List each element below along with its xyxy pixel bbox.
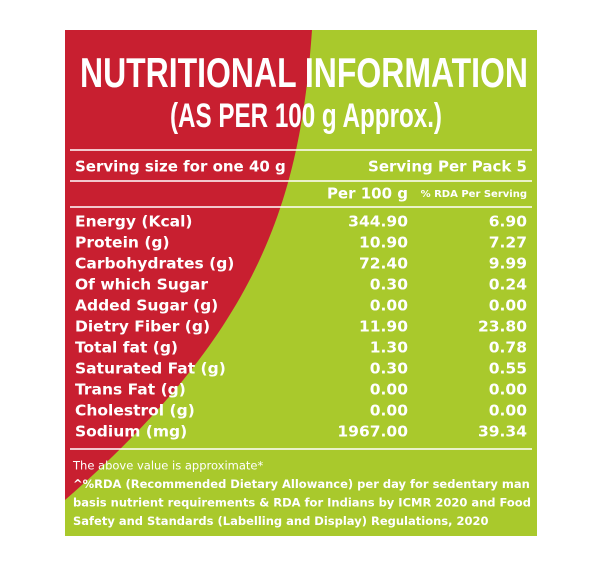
per-100g-value: 1.30 [370, 339, 408, 357]
nutrient-name: Dietry Fiber (g) [75, 318, 210, 336]
rda-value: 7.27 [489, 234, 527, 252]
footnotes: The above value is approximate* ^%RDA (Re… [72, 459, 531, 529]
per-100g-value: 11.90 [359, 318, 408, 336]
column-header: % RDA Per Serving [421, 189, 527, 200]
footnote: basis nutrient requirements & RDA for In… [73, 496, 531, 510]
nutrient-name: Energy (Kcal) [75, 213, 193, 231]
nutrient-name: Protein (g) [75, 234, 170, 252]
nutrient-name: Cholestrol (g) [75, 402, 195, 420]
red-panel [65, 30, 312, 500]
rda-value: 0.24 [489, 276, 527, 294]
footnote: Safety and Standards (Labelling and Disp… [73, 514, 489, 528]
nutrient-name: Sodium (mg) [75, 423, 187, 441]
footnote: The above value is approximate* [72, 459, 264, 473]
nutrient-name: Total fat (g) [75, 339, 178, 357]
serving-size: Serving size for one 40 g [75, 158, 286, 176]
rda-value: 0.00 [489, 402, 527, 420]
column-header: Per 100 g [327, 185, 408, 203]
rda-value: 0.78 [489, 339, 527, 357]
table-body: Energy (Kcal) 344.90 6.90 Protein (g) 10.90 7… [75, 213, 527, 441]
rda-value: 0.00 [489, 381, 527, 399]
subtitle: (AS PER 100 g Approx.) [170, 97, 442, 135]
nutrient-name: Of which Sugar [75, 276, 208, 294]
nutrient-name: Trans Fat (g) [75, 381, 186, 399]
per-100g-value: 0.00 [370, 381, 408, 399]
per-100g-value: 0.30 [370, 360, 408, 378]
serving-per-pack: Serving Per Pack 5 [368, 158, 527, 176]
rda-value: 6.90 [489, 213, 527, 231]
per-100g-value: 0.00 [370, 402, 408, 420]
rda-value: 0.00 [489, 297, 527, 315]
per-100g-value: 344.90 [348, 213, 408, 231]
per-100g-value: 1967.00 [337, 423, 408, 441]
nutrient-name: Added Sugar (g) [75, 297, 218, 315]
nutrient-name: Saturated Fat (g) [75, 360, 226, 378]
per-100g-value: 0.00 [370, 297, 408, 315]
rda-value: 0.55 [489, 360, 527, 378]
per-100g-value: 72.40 [359, 255, 408, 273]
title: NUTRITIONAL INFORMATION [80, 49, 528, 96]
rda-value: 23.80 [478, 318, 527, 336]
per-100g-value: 10.90 [359, 234, 408, 252]
footnote: ^%RDA (Recommended Dietary Allowance) pe… [73, 477, 530, 491]
rda-value: 39.34 [478, 423, 527, 441]
rda-value: 9.99 [489, 255, 527, 273]
nutrient-name: Carbohydrates (g) [75, 255, 234, 273]
per-100g-value: 0.30 [370, 276, 408, 294]
